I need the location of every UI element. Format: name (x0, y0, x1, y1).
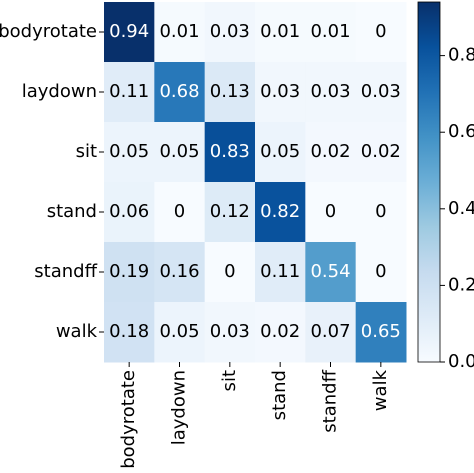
colorbar-tick-label: 0.0 (448, 351, 474, 372)
heatmap-cell (154, 182, 206, 243)
colorbar-tick-label: 0.4 (448, 198, 474, 219)
heatmap-cell (154, 302, 206, 363)
x-tick-label: sit (219, 370, 240, 391)
cell-label: 0.19 (109, 261, 149, 282)
heatmap-cell (305, 2, 357, 63)
cell-label: 0.65 (361, 321, 401, 342)
heatmap-cell (305, 242, 357, 303)
cell-label: 0.02 (310, 141, 350, 162)
heatmap-cell (104, 62, 155, 123)
heatmap-cell (154, 242, 206, 303)
heatmap-cell (104, 302, 155, 363)
heatmap-cell (255, 122, 306, 183)
cell-label: 0.05 (159, 321, 199, 342)
heatmap-cell (204, 122, 256, 183)
cell-label: 0 (174, 201, 185, 222)
y-tick-label: stand (47, 201, 97, 222)
heatmap-cell (204, 242, 256, 303)
heatmap-cell (255, 242, 306, 303)
y-tick-label: standff (34, 261, 97, 282)
cell-label: 0.54 (310, 261, 350, 282)
heatmap-cell (305, 302, 357, 363)
heatmap-cell (154, 2, 206, 63)
cell-label: 0.05 (159, 141, 199, 162)
cell-label: 0 (375, 21, 386, 42)
cell-label: 0.01 (159, 21, 199, 42)
cell-label: 0.11 (109, 81, 149, 102)
heatmap-cell (355, 2, 407, 63)
cell-label: 0.05 (109, 141, 149, 162)
heatmap-cell (255, 2, 306, 63)
y-tick-label: walk (56, 321, 98, 342)
heatmap-cell (305, 182, 357, 243)
cell-label: 0.02 (260, 321, 300, 342)
cell-label: 0.01 (310, 21, 350, 42)
cell-label: 0 (375, 261, 386, 282)
heatmap-cell (104, 122, 155, 183)
colorbar-tick-label: 0.8 (448, 45, 474, 66)
cell-label: 0.03 (210, 21, 250, 42)
cell-label: 0.05 (260, 141, 300, 162)
colorbar-tick-label: 0.6 (448, 121, 474, 142)
heatmap-cell (305, 62, 357, 123)
cell-label: 0.68 (159, 81, 199, 102)
cell-label: 0.02 (361, 141, 401, 162)
cell-label: 0.12 (210, 201, 250, 222)
cell-label: 0.83 (210, 141, 250, 162)
heatmap-cell (255, 302, 306, 363)
heatmap-cell (154, 122, 206, 183)
heatmap-cell (104, 182, 155, 243)
cell-label: 0 (325, 201, 336, 222)
cell-label: 0.03 (260, 81, 300, 102)
heatmap-cell (204, 302, 256, 363)
heatmap-cell (255, 182, 306, 243)
heatmap-cell (355, 182, 407, 243)
cell-label: 0.01 (260, 21, 300, 42)
x-tick-label: walk (370, 369, 391, 411)
cell-label: 0 (224, 261, 235, 282)
x-tick-label: laydown (169, 370, 190, 445)
heatmap-cell (204, 182, 256, 243)
y-tick-label: laydown (22, 81, 97, 102)
colorbar (417, 1, 441, 363)
heatmap-cell (355, 242, 407, 303)
cell-label: 0.82 (260, 201, 300, 222)
heatmap-cell (305, 122, 357, 183)
cell-label: 0.07 (310, 321, 350, 342)
cell-label: 0.03 (310, 81, 350, 102)
heatmap-cell (204, 62, 256, 123)
cell-label: 0.94 (109, 21, 149, 42)
heatmap-cell (355, 122, 407, 183)
cell-label: 0.13 (210, 81, 250, 102)
heatmap-cell (204, 2, 256, 63)
x-tick-label: bodyrotate (118, 370, 139, 469)
cell-label: 0.11 (260, 261, 300, 282)
heatmap-cell (355, 302, 407, 363)
cell-label: 0.03 (210, 321, 250, 342)
heatmap-cell (104, 2, 155, 63)
colorbar-tick-label: 0.2 (448, 274, 474, 295)
y-tick-label: sit (76, 141, 97, 162)
cell-label: 0.06 (109, 201, 149, 222)
x-tick-label: standff (320, 369, 341, 432)
cell-label: 0.18 (109, 321, 149, 342)
cell-label: 0.16 (159, 261, 199, 282)
heatmap-cell (255, 62, 306, 123)
cell-label: 0.03 (361, 81, 401, 102)
x-tick-label: stand (269, 370, 290, 420)
cell-label: 0 (375, 201, 386, 222)
heatmap-cell (154, 62, 206, 123)
heatmap-cell (355, 62, 407, 123)
y-tick-label: bodyrotate (0, 21, 97, 42)
heatmap-cell (104, 242, 155, 303)
